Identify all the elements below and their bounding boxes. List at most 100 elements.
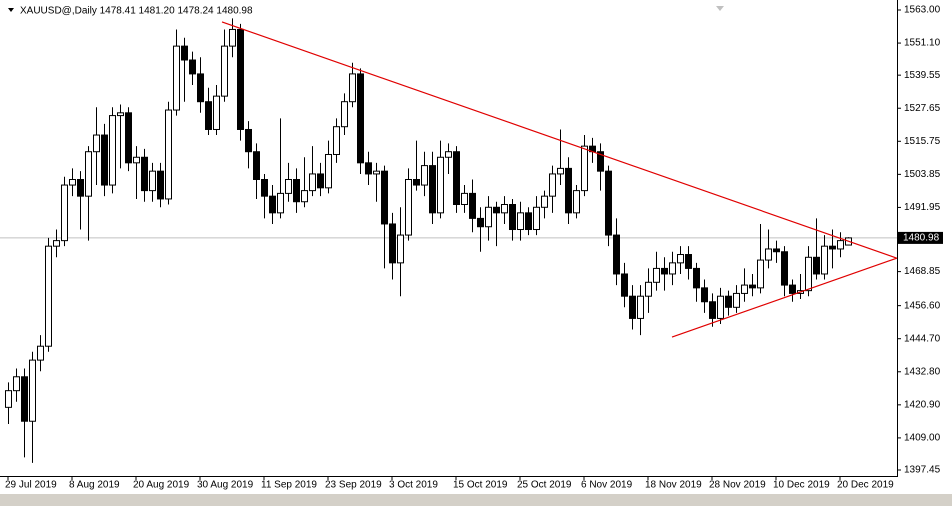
- candle-body: [13, 376, 20, 392]
- candle-body: [477, 217, 484, 228]
- candle-body: [709, 301, 716, 319]
- candle-body: [237, 28, 244, 130]
- candle-body: [525, 212, 532, 231]
- candle-body: [101, 134, 108, 186]
- candle-body: [717, 295, 724, 319]
- candle-body: [213, 95, 220, 130]
- candle-body: [21, 376, 28, 422]
- candle-body: [117, 112, 124, 117]
- current-price-label: 1480.98: [903, 233, 940, 244]
- candle-body: [93, 134, 100, 153]
- candle-body: [301, 190, 308, 203]
- candle-body: [445, 151, 452, 158]
- candle-body: [285, 178, 292, 194]
- candle-body: [805, 256, 812, 292]
- menu-arrow[interactable]: [8, 8, 14, 12]
- candle-body: [85, 151, 92, 197]
- candle-body: [149, 170, 156, 192]
- candle-body: [581, 145, 588, 192]
- candle-body: [821, 245, 828, 275]
- candle-body: [781, 251, 788, 286]
- candle-body: [325, 153, 332, 189]
- candle-body: [173, 45, 180, 111]
- candle-body: [677, 254, 684, 264]
- x-tick-label: 23 Sep 2019: [325, 480, 382, 491]
- candle-body: [125, 112, 132, 164]
- scroll-arrow[interactable]: [716, 6, 724, 11]
- candle-body: [693, 267, 700, 289]
- y-tick-label: 1527.65: [904, 103, 941, 114]
- y-tick-label: 1491.95: [904, 202, 941, 213]
- candle-body: [133, 156, 140, 164]
- candle-body: [141, 156, 148, 192]
- y-tick-label: 1397.45: [904, 465, 941, 476]
- candle-body: [565, 167, 572, 214]
- candle-body: [669, 262, 676, 275]
- candle-body: [309, 173, 316, 192]
- candle-body: [613, 234, 620, 275]
- candle-body: [629, 295, 636, 319]
- y-tick-label: 1409.00: [904, 433, 941, 444]
- x-tick-label: 25 Oct 2019: [517, 480, 572, 491]
- x-tick-label: 18 Nov 2019: [645, 480, 702, 491]
- candle-body: [253, 151, 260, 180]
- x-tick-label: 11 Sep 2019: [261, 480, 317, 491]
- candle-body: [661, 267, 668, 275]
- candle-body: [597, 151, 604, 172]
- candle-body: [557, 167, 564, 175]
- candle-body: [357, 73, 364, 164]
- candle-body: [773, 248, 780, 253]
- candle-body: [29, 359, 36, 422]
- candle-body: [397, 234, 404, 264]
- y-tick-label: 1515.75: [904, 136, 941, 147]
- candle-body: [813, 256, 820, 275]
- candle-body: [317, 173, 324, 189]
- candle-body: [197, 73, 204, 103]
- candle-body: [733, 292, 740, 308]
- candle-body: [69, 178, 76, 186]
- candle-body: [469, 192, 476, 219]
- candle-body: [373, 170, 380, 175]
- x-tick-label: 20 Aug 2019: [133, 480, 190, 491]
- candle-body: [269, 195, 276, 214]
- y-tick-label: 1551.10: [904, 38, 941, 49]
- candle-body: [517, 212, 524, 231]
- y-tick-label: 1539.55: [904, 70, 941, 81]
- candle-body: [573, 190, 580, 214]
- candle-body: [277, 192, 284, 214]
- y-tick-label: 1563.00: [904, 5, 941, 16]
- x-tick-label: 3 Oct 2019: [389, 480, 438, 491]
- candle-body: [413, 178, 420, 186]
- candle-body: [341, 101, 348, 128]
- trendline: [671, 257, 897, 338]
- y-tick-label: 1420.90: [904, 399, 941, 410]
- candle-body: [181, 45, 188, 61]
- x-tick-label: 8 Aug 2019: [69, 480, 120, 491]
- candle-body: [333, 126, 340, 155]
- y-tick-label: 1503.85: [904, 169, 941, 180]
- candle-body: [37, 345, 44, 361]
- candle-body: [453, 151, 460, 206]
- current-price-box: [898, 231, 943, 244]
- candle-body: [421, 165, 428, 186]
- candle-body: [645, 281, 652, 297]
- candle-body: [605, 170, 612, 236]
- candle-body: [837, 240, 844, 250]
- candle-body: [205, 101, 212, 130]
- candle-body: [549, 173, 556, 197]
- candle-body: [541, 195, 548, 208]
- candle-body: [749, 284, 756, 289]
- candle-body: [429, 165, 436, 214]
- candle-body: [389, 223, 396, 264]
- candle-body: [789, 284, 796, 294]
- candle-body: [77, 178, 84, 197]
- candle-body: [221, 45, 228, 97]
- candle-body: [293, 178, 300, 203]
- candle-body: [765, 248, 772, 261]
- status-strip: [0, 494, 952, 506]
- candle-body: [829, 245, 836, 250]
- candle-body: [653, 267, 660, 283]
- candle-body: [493, 206, 500, 214]
